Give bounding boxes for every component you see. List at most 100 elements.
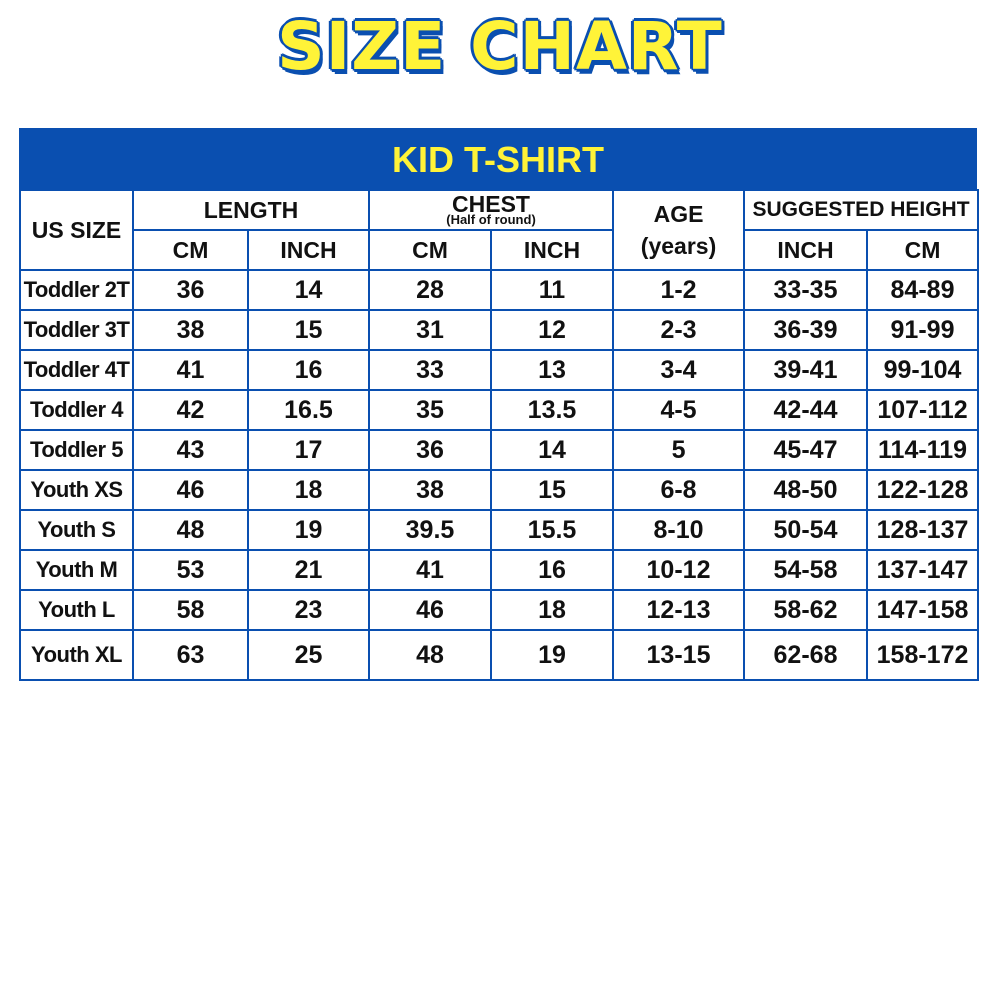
table-row: Youth XL 63 25 48 19 13-15 62-68 158-172 — [19, 629, 980, 681]
header-chest-cm: CM — [368, 229, 492, 271]
cell-height-inch: 58-62 — [743, 589, 869, 631]
cell-length-inch: 16 — [247, 349, 370, 391]
cell-size: Youth XS — [19, 469, 134, 511]
cell-length-cm: 38 — [132, 309, 249, 351]
cell-age: 3-4 — [612, 349, 746, 391]
table-row: Youth S 48 19 39.5 15.5 8-10 50-54 128-137 — [19, 509, 980, 551]
cell-height-inch: 54-58 — [743, 549, 869, 591]
cell-length-inch: 15 — [247, 309, 370, 351]
cell-length-inch: 16.5 — [247, 389, 370, 431]
cell-height-cm: 137-147 — [866, 549, 980, 591]
cell-height-cm: 107-112 — [866, 389, 980, 431]
header-chest-label: CHEST — [452, 191, 530, 217]
cell-chest-cm: 28 — [368, 269, 492, 311]
cell-chest-cm: 35 — [368, 389, 492, 431]
cell-length-inch: 21 — [247, 549, 370, 591]
table-row: Toddler 3T 38 15 31 12 2-3 36-39 91-99 — [19, 309, 980, 351]
cell-chest-inch: 15 — [489, 469, 615, 511]
cell-height-inch: 62-68 — [743, 629, 869, 681]
cell-length-inch: 18 — [247, 469, 370, 511]
table-row: Toddler 4T 41 16 33 13 3-4 39-41 99-104 — [19, 349, 980, 391]
cell-age: 2-3 — [612, 309, 746, 351]
header-chest: CHEST (Half of round) — [367, 189, 615, 231]
cell-age: 10-12 — [612, 549, 746, 591]
cell-height-cm: 122-128 — [866, 469, 980, 511]
header-length-cm: CM — [132, 229, 249, 271]
cell-size: Toddler 4 — [19, 389, 134, 431]
cell-height-inch: 45-47 — [743, 429, 869, 471]
cell-age: 13-15 — [612, 629, 746, 681]
cell-chest-inch: 11 — [489, 269, 615, 311]
cell-height-inch: 33-35 — [743, 269, 869, 311]
cell-chest-cm: 38 — [368, 469, 492, 511]
header-height-inch: INCH — [743, 229, 869, 271]
cell-chest-cm: 39.5 — [368, 509, 492, 551]
cell-age: 8-10 — [612, 509, 746, 551]
cell-height-cm: 158-172 — [866, 629, 980, 681]
cell-length-inch: 19 — [247, 509, 370, 551]
cell-size: Youth L — [19, 589, 134, 631]
cell-height-cm: 99-104 — [866, 349, 980, 391]
cell-length-cm: 53 — [132, 549, 249, 591]
cell-length-cm: 46 — [132, 469, 249, 511]
header-us-size: US SIZE — [19, 189, 134, 271]
cell-height-cm: 91-99 — [866, 309, 980, 351]
cell-age: 6-8 — [612, 469, 746, 511]
header-age: AGE (years) — [612, 189, 746, 271]
cell-age: 1-2 — [612, 269, 746, 311]
cell-length-inch: 25 — [247, 629, 370, 681]
cell-chest-cm: 36 — [368, 429, 492, 471]
size-chart-title: SIZE CHART — [276, 7, 724, 87]
cell-chest-cm: 33 — [368, 349, 492, 391]
cell-height-inch: 39-41 — [743, 349, 869, 391]
table-row: Youth M 53 21 41 16 10-12 54-58 137-147 — [19, 549, 980, 591]
table-row: Toddler 5 43 17 36 14 5 45-47 114-119 — [19, 429, 980, 471]
cell-height-inch: 36-39 — [743, 309, 869, 351]
cell-length-cm: 42 — [132, 389, 249, 431]
cell-height-inch: 50-54 — [743, 509, 869, 551]
cell-chest-inch: 13 — [489, 349, 615, 391]
cell-chest-inch: 15.5 — [489, 509, 615, 551]
cell-height-cm: 114-119 — [866, 429, 980, 471]
cell-chest-inch: 18 — [489, 589, 615, 631]
table-title: KID T-SHIRT — [19, 128, 977, 189]
cell-age: 12-13 — [612, 589, 746, 631]
cell-size: Toddler 3T — [19, 309, 134, 351]
cell-length-cm: 48 — [132, 509, 249, 551]
cell-age: 5 — [612, 429, 746, 471]
header-chest-note: (Half of round) — [446, 212, 536, 227]
cell-length-inch: 14 — [247, 269, 370, 311]
cell-length-cm: 36 — [132, 269, 249, 311]
cell-chest-cm: 31 — [368, 309, 492, 351]
cell-chest-inch: 16 — [489, 549, 615, 591]
cell-chest-cm: 48 — [368, 629, 492, 681]
cell-height-cm: 147-158 — [866, 589, 980, 631]
cell-length-inch: 17 — [247, 429, 370, 471]
cell-chest-inch: 19 — [489, 629, 615, 681]
cell-chest-inch: 13.5 — [489, 389, 615, 431]
cell-age: 4-5 — [612, 389, 746, 431]
cell-size: Youth XL — [19, 629, 134, 681]
cell-height-cm: 128-137 — [866, 509, 980, 551]
header-age-label: AGE — [653, 201, 704, 227]
header-age-unit: (years) — [640, 233, 717, 259]
header-chest-inch: INCH — [489, 229, 615, 271]
cell-size: Toddler 2T — [19, 269, 134, 311]
cell-length-inch: 23 — [247, 589, 370, 631]
table-row: Youth L 58 23 46 18 12-13 58-62 147-158 — [19, 589, 980, 631]
cell-length-cm: 43 — [132, 429, 249, 471]
cell-height-inch: 48-50 — [743, 469, 869, 511]
cell-length-cm: 63 — [132, 629, 249, 681]
cell-size: Youth M — [19, 549, 134, 591]
table-row: Youth XS 46 18 38 15 6-8 48-50 122-128 — [19, 469, 980, 511]
cell-size: Toddler 4T — [19, 349, 134, 391]
cell-length-cm: 58 — [132, 589, 249, 631]
header-length: LENGTH — [132, 189, 370, 231]
cell-chest-inch: 14 — [489, 429, 615, 471]
header-height-cm: CM — [866, 229, 980, 271]
size-table: KID T-SHIRT US SIZE LENGTH CHEST (Half of… — [19, 128, 980, 681]
table-body: Toddler 2T 36 14 28 11 1-2 33-35 84-89 Toddler 3… — [19, 269, 980, 681]
cell-height-cm: 84-89 — [866, 269, 980, 311]
cell-length-cm: 41 — [132, 349, 249, 391]
cell-height-inch: 42-44 — [743, 389, 869, 431]
